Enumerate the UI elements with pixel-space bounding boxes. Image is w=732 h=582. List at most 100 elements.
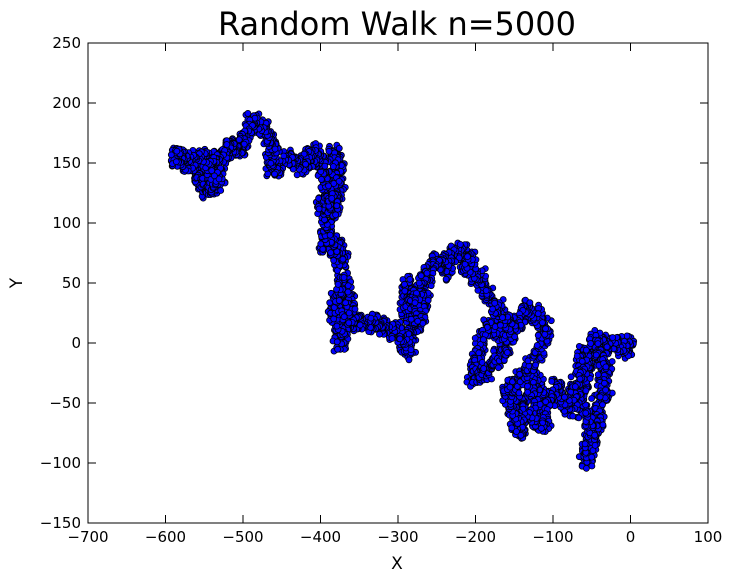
walk-point: [415, 279, 423, 287]
walk-point: [576, 375, 584, 383]
walk-point: [388, 335, 396, 342]
walk-point: [582, 387, 590, 395]
walk-point: [515, 389, 523, 397]
walk-point: [334, 280, 342, 288]
walk-point: [244, 110, 252, 117]
walk-point: [208, 167, 216, 175]
walk-point: [533, 341, 541, 349]
walk-point: [217, 187, 225, 194]
walk-point: [524, 388, 531, 396]
walk-point: [411, 299, 419, 307]
walk-point: [542, 398, 550, 406]
walk-point: [602, 363, 610, 371]
walk-point: [332, 211, 340, 219]
walk-point: [464, 253, 471, 261]
x-axis-title: X: [391, 554, 403, 574]
walk-point: [496, 321, 504, 329]
walk-point: [396, 335, 404, 343]
walk-point: [548, 377, 556, 385]
walk-point: [541, 330, 549, 338]
walk-point: [594, 340, 602, 348]
walk-point: [335, 297, 343, 304]
chart-title: Random Walk n=5000: [218, 5, 576, 43]
walk-point: [335, 144, 343, 152]
walk-point: [401, 287, 409, 295]
walk-point: [569, 412, 577, 420]
walk-point: [340, 274, 348, 281]
walk-point: [414, 317, 422, 325]
walk-point: [602, 386, 609, 394]
walk-point: [594, 371, 602, 379]
walk-point: [293, 171, 301, 179]
walk-point: [345, 319, 353, 327]
walk-point: [587, 340, 594, 347]
walk-point: [524, 382, 531, 390]
walk-point: [339, 255, 347, 263]
walk-point: [271, 145, 279, 153]
walk-point: [596, 393, 604, 401]
walk-point: [325, 182, 332, 190]
walk-point: [333, 338, 341, 346]
walk-point: [511, 333, 519, 341]
walk-point: [542, 325, 549, 333]
walk-point: [401, 280, 408, 288]
walk-point: [406, 275, 414, 283]
walk-point: [526, 299, 534, 307]
walk-point: [571, 383, 579, 391]
walk-point: [342, 299, 350, 307]
walk-points-layer: [167, 110, 638, 472]
walk-point: [442, 275, 450, 283]
walk-point: [588, 395, 595, 402]
walk-point: [588, 453, 596, 461]
walk-point: [480, 365, 488, 372]
walk-point: [407, 315, 415, 323]
walk-point: [532, 361, 539, 369]
walk-point: [351, 305, 359, 313]
walk-point: [423, 269, 431, 277]
y-axis-title: Y: [7, 277, 27, 289]
walk-point: [583, 464, 590, 472]
walk-point: [223, 141, 231, 148]
walk-point: [494, 364, 502, 372]
walk-point: [475, 349, 483, 357]
walk-point: [503, 349, 511, 356]
walk-point: [603, 343, 611, 351]
walk-point: [235, 136, 243, 144]
walk-point: [321, 162, 329, 170]
walk-point: [575, 414, 583, 422]
walk-point: [327, 249, 335, 257]
walk-point: [591, 441, 599, 449]
walk-point: [326, 231, 334, 239]
walk-point: [581, 440, 589, 448]
walk-point: [599, 401, 606, 409]
walk-point: [334, 345, 342, 353]
walk-point: [539, 319, 546, 327]
walk-point: [582, 409, 590, 417]
walk-point: [271, 170, 279, 178]
walk-point: [582, 346, 590, 354]
walk-point: [592, 351, 600, 359]
walk-point: [407, 346, 415, 354]
walk-point: [471, 334, 479, 342]
walk-point: [317, 175, 325, 183]
walk-point: [427, 282, 435, 290]
walk-point: [456, 240, 464, 248]
walk-point: [609, 334, 616, 341]
walk-point: [538, 424, 545, 432]
walk-point: [356, 321, 364, 329]
walk-point: [417, 272, 425, 280]
walk-point: [328, 194, 336, 202]
walk-point: [608, 358, 616, 365]
walk-point: [267, 159, 275, 167]
walk-point: [588, 462, 596, 470]
walk-point: [482, 287, 490, 294]
walk-point: [601, 379, 608, 387]
walk-point: [567, 373, 575, 381]
walk-point: [491, 299, 499, 307]
walk-point: [367, 314, 375, 322]
walk-point: [573, 352, 581, 360]
walk-point: [333, 202, 341, 210]
walk-point: [340, 313, 348, 321]
